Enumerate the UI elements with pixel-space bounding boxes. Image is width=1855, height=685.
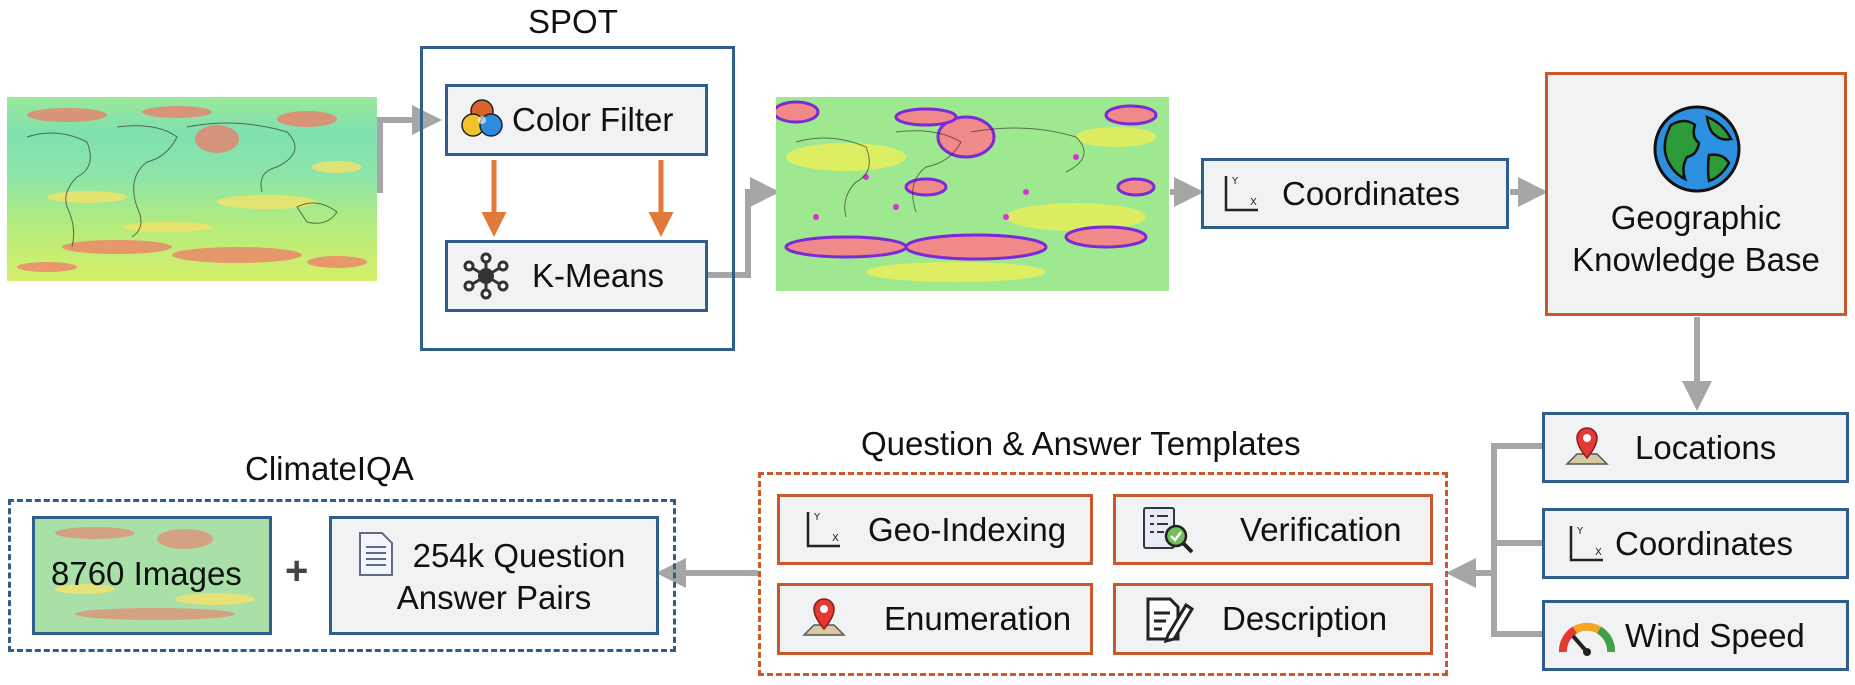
knowledge-base-box: Geographic Knowledge Base bbox=[1545, 72, 1847, 316]
svg-text:Y: Y bbox=[1231, 176, 1239, 187]
coordinates-label: Coordinates bbox=[1282, 174, 1460, 212]
geo-indexing-label: Geo-Indexing bbox=[868, 510, 1067, 548]
clustered-climate-map bbox=[776, 97, 1169, 291]
enumeration-box: Enumeration bbox=[777, 583, 1093, 655]
network-icon bbox=[463, 252, 509, 300]
locations-label: Locations bbox=[1635, 428, 1777, 466]
dataset-container bbox=[8, 499, 676, 652]
input-climate-map bbox=[7, 97, 377, 281]
color-filter-box: Color Filter bbox=[445, 84, 708, 156]
color-filter-icon bbox=[461, 99, 503, 137]
templates-title: Question & Answer Templates bbox=[861, 425, 1301, 462]
knowledge-base-line2: Knowledge Base bbox=[1572, 241, 1820, 278]
coordinates-output-box: Y X Coordinates bbox=[1542, 508, 1849, 579]
edit-document-icon bbox=[1146, 597, 1194, 643]
templates-container bbox=[758, 472, 1448, 676]
checklist-icon bbox=[1143, 506, 1194, 553]
wind-speed-label: Wind Speed bbox=[1625, 616, 1805, 654]
kmeans-label: K-Means bbox=[532, 257, 665, 294]
geo-indexing-box: Y X Geo-Indexing bbox=[777, 494, 1093, 565]
qa-pairs-line1: 254k Question bbox=[412, 537, 626, 574]
map-pin-icon bbox=[802, 598, 846, 636]
color-filter-label: Color Filter bbox=[512, 101, 674, 138]
knowledge-base-line1: Geographic bbox=[1610, 199, 1782, 236]
svg-text:X: X bbox=[1250, 197, 1257, 208]
verification-box: Verification bbox=[1113, 494, 1433, 565]
gauge-icon bbox=[1559, 622, 1615, 656]
qa-pairs-line2: Answer Pairs bbox=[396, 579, 592, 616]
axes-icon: Y X bbox=[1224, 175, 1258, 211]
document-icon bbox=[359, 532, 393, 576]
description-label: Description bbox=[1222, 600, 1388, 637]
svg-text:Y: Y bbox=[1576, 526, 1584, 537]
spot-title: SPOT bbox=[528, 3, 618, 40]
svg-text:Y: Y bbox=[813, 512, 821, 523]
locations-box: Locations bbox=[1542, 412, 1849, 483]
spot-container bbox=[420, 46, 735, 351]
kmeans-box: K-Means bbox=[445, 240, 708, 312]
description-box: Description bbox=[1113, 583, 1433, 655]
verification-label: Verification bbox=[1240, 510, 1402, 548]
coordinates-box: Y X Coordinates bbox=[1201, 158, 1509, 229]
plus-sign: + bbox=[285, 549, 309, 593]
map-pin-icon bbox=[1565, 426, 1609, 465]
images-count-label: 8760 Images bbox=[51, 555, 242, 592]
svg-text:X: X bbox=[832, 533, 839, 544]
qa-pairs-box: 254k Question Answer Pairs bbox=[329, 516, 659, 635]
coordinates-output-label: Coordinates bbox=[1615, 524, 1793, 562]
dataset-images-map: 8760 Images bbox=[32, 516, 272, 635]
svg-text:X: X bbox=[1595, 547, 1602, 558]
axes-icon: Y X bbox=[1569, 525, 1603, 561]
enumeration-label: Enumeration bbox=[884, 600, 1072, 637]
globe-icon bbox=[1653, 105, 1741, 193]
dataset-title: ClimateIQA bbox=[245, 450, 414, 487]
axes-icon: Y X bbox=[806, 511, 840, 547]
wind-speed-box: Wind Speed bbox=[1542, 600, 1849, 671]
